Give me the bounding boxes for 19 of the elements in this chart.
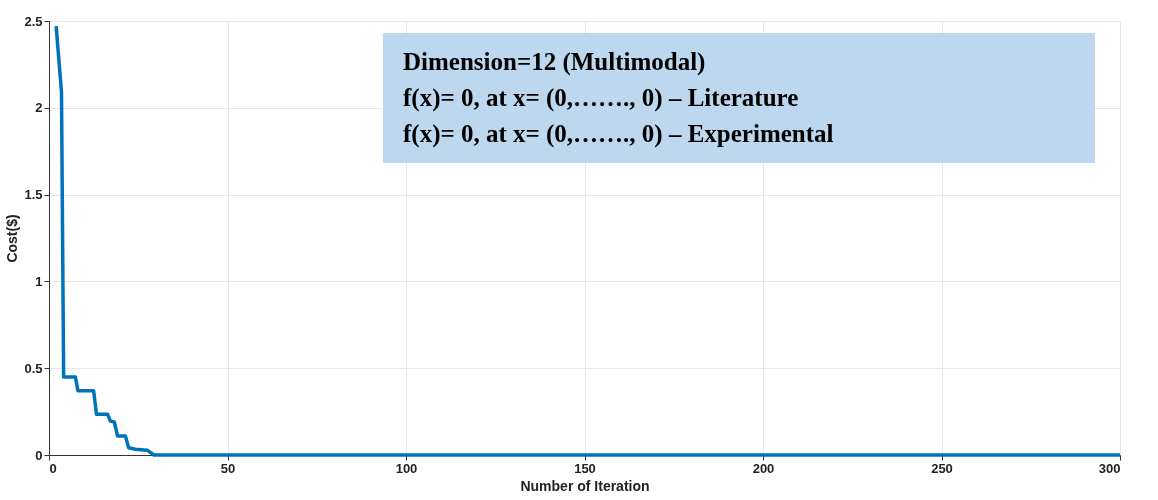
annotation: f(x)= 0, at x= (0,……., 0) – Experimental	[403, 120, 834, 148]
x-tick-label: 200	[752, 460, 775, 476]
x-axis-title: Number of Iteration	[520, 477, 650, 494]
y-tick-label: 2.5	[24, 13, 43, 29]
y-tick-label: 0	[35, 447, 43, 463]
annotation: Dimension=12 (Multimodal)	[403, 48, 706, 76]
y-axis-title: Cost($)	[4, 214, 21, 263]
x-tick-label: 150	[574, 460, 596, 476]
y-tick-label: 1.5	[24, 187, 43, 203]
y-tick-label: 0.5	[24, 360, 43, 376]
x-tick-label: 0	[49, 460, 57, 476]
x-tick-label: 300	[1098, 460, 1121, 476]
x-tick-label: 250	[931, 460, 953, 476]
y-tick-label: 2	[35, 100, 43, 116]
line-series	[54, 24, 1122, 457]
annotation: f(x)= 0, at x= (0,……., 0) – Literature	[403, 84, 799, 112]
x-tick-label: 100	[395, 460, 418, 476]
x-tick-label: 50	[220, 460, 236, 476]
y-tick-label: 1	[35, 273, 43, 289]
